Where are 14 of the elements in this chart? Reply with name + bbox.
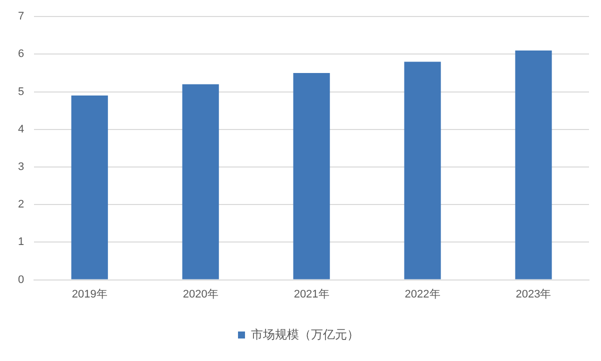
x-tick-label: 2021年 (294, 288, 330, 300)
legend-label: 市场规模（万亿元） (251, 327, 359, 342)
y-tick-label: 2 (18, 198, 24, 211)
y-tick-label: 5 (18, 86, 24, 98)
x-tick-label: 2022年 (404, 288, 440, 300)
y-tick-label: 4 (18, 123, 24, 136)
y-tick-label: 6 (18, 48, 24, 60)
y-tick-label: 1 (18, 236, 24, 248)
y-tick-label: 3 (18, 161, 24, 174)
y-tick-label: 0 (18, 274, 24, 286)
x-tick-label: 2019年 (72, 288, 108, 300)
x-tick-label: 2020年 (182, 288, 218, 300)
x-tick-label: 2023年 (516, 288, 552, 300)
y-tick-label: 7 (18, 10, 24, 23)
